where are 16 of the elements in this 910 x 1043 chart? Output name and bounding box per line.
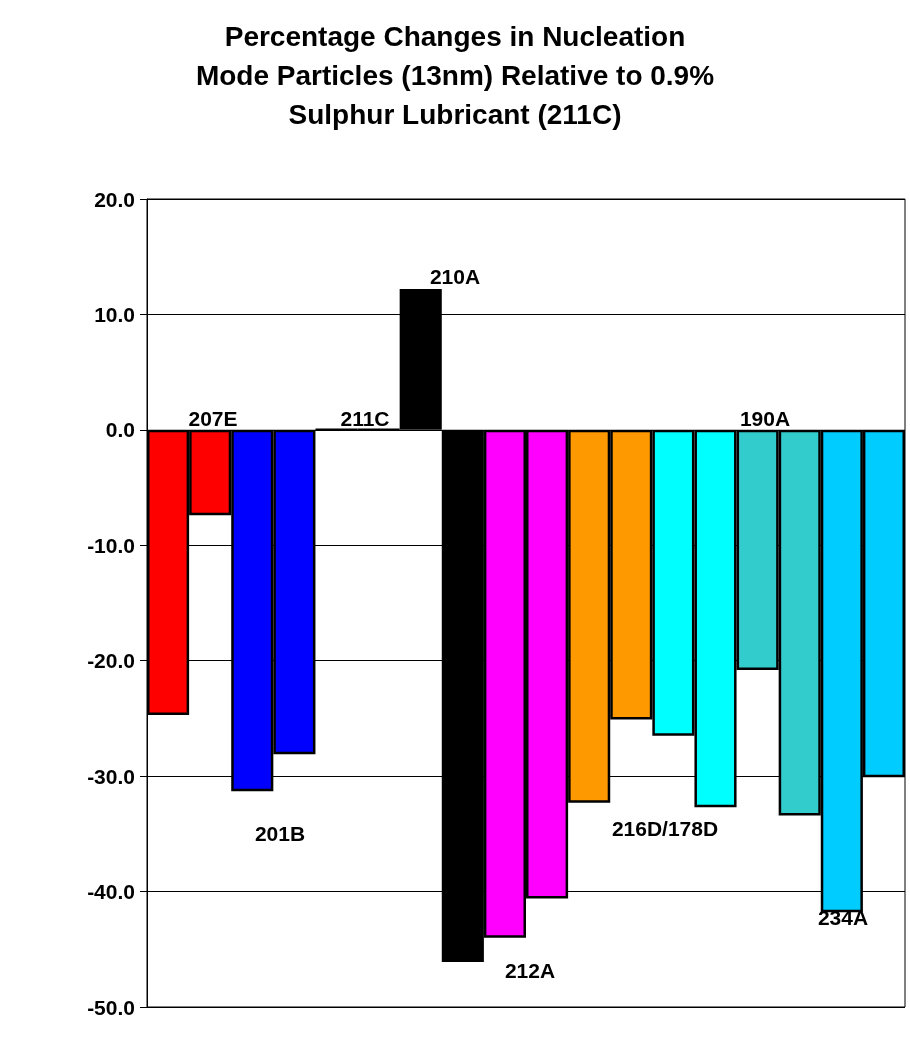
y-tick-label: 10.0 (94, 302, 135, 326)
y-tick-label: -30.0 (87, 764, 135, 788)
y-tick-label: -10.0 (87, 533, 135, 557)
y-tick-label: -50.0 (87, 995, 135, 1019)
y-tick-label: 0.0 (105, 418, 135, 442)
annotation: 212A (504, 958, 556, 982)
annotation: 201B (254, 821, 306, 845)
annotation: 210A (429, 264, 481, 288)
annotation: 207E (188, 406, 238, 430)
annotation: 211C (340, 406, 390, 430)
y-tick-label: 20.0 (94, 187, 135, 211)
annotation: 190A (739, 406, 791, 430)
y-tick-label: -40.0 (87, 880, 135, 904)
chart-title: Percentage Changes in Nucleation Mode Particles (13nm) Relative to 0.9% Sulphur Lubricant (211C) (195, 21, 715, 130)
annotation: 216D/178D (611, 816, 719, 840)
y-tick-label: -20.0 (87, 649, 135, 673)
